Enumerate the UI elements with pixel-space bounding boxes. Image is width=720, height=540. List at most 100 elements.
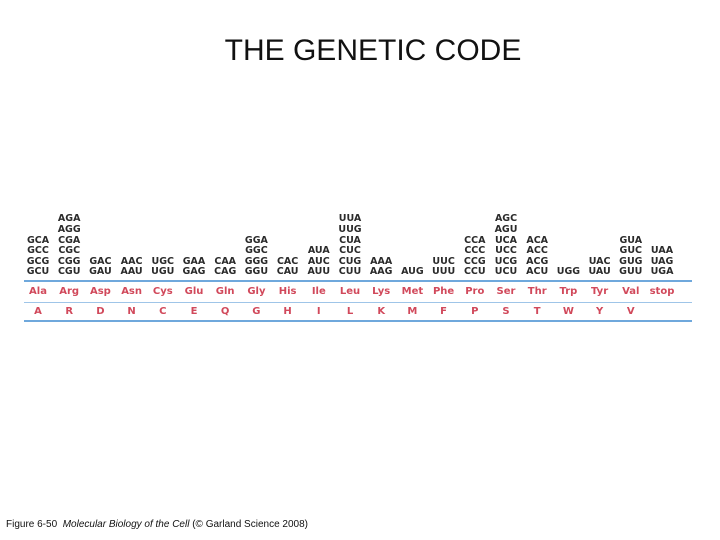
amino-acid-abbreviation: Glu (184, 286, 204, 297)
amino-acid-letter: M (407, 306, 418, 317)
codon: CAA (214, 255, 237, 267)
amino-acid-abbreviation: Ser (496, 286, 516, 297)
codon: CCU (463, 266, 486, 278)
codon: UUG (338, 224, 362, 236)
codon: AUG (401, 266, 424, 278)
amino-acid-abbreviation: Ile (311, 286, 326, 297)
figure-caption: Figure 6-50 Molecular Biology of the Cel… (6, 519, 308, 530)
codon-column: GUA GUC GUG GUU (615, 234, 647, 278)
codon: UAG (650, 255, 674, 267)
amino-acid-abbreviation: Gln (215, 286, 235, 297)
codon-column: UUA UUG CUA CUC CUG CUU (334, 214, 366, 278)
codon: UAA (650, 245, 674, 257)
codon: GUC (619, 245, 643, 257)
codon: GGG (244, 255, 269, 267)
amino-acid-letter: A (34, 306, 42, 317)
codon: CAC (276, 255, 299, 267)
amino-acid-abbreviation: His (278, 286, 297, 297)
codon-column: AUA AUC AUU (303, 246, 335, 278)
codon: AGG (57, 224, 81, 236)
codon-column: UGG (552, 267, 584, 278)
codon: AAC (120, 255, 143, 267)
codon: ACA (526, 234, 549, 246)
codon: GGC (245, 245, 268, 257)
amino-acid-letter: E (190, 306, 198, 317)
codon-column: UUC UUU (428, 255, 460, 278)
codon-column: UAC UAU (584, 255, 616, 278)
codon-column: GCA GCC GCG GCU (22, 234, 54, 278)
amino-acid-abbreviation-row: Ala Arg Asp Asn Cys Glu Gln Gly His Ile Leu Lys Met P… (24, 283, 692, 301)
codon: GGA (244, 234, 268, 246)
codons-row: GCA GCC GCG GCU AGA AGG CGA CGC CGG CGU GAC GAU AAC A… (24, 210, 692, 278)
amino-acid-abbreviation: Tyr (591, 286, 609, 297)
amino-acid-letter: C (159, 306, 167, 317)
amino-acid-letter: I (316, 306, 321, 317)
codon: CGG (57, 255, 81, 267)
amino-acid-abbreviation: Thr (527, 286, 547, 297)
codon: UCU (494, 266, 518, 278)
amino-acid-abbreviation: Pro (465, 286, 485, 297)
amino-acid-letter: Q (220, 306, 230, 317)
codon-column: AGA AGG CGA CGC CGG CGU (53, 214, 85, 278)
codon-column: UAA UAG UGA (646, 246, 678, 278)
genetic-code-table: GCA GCC GCG GCU AGA AGG CGA CGC CGG CGU GAC GAU AAC A… (24, 210, 692, 322)
codon: UUC (432, 255, 455, 267)
codon: UCG (494, 255, 518, 267)
codon: UUA (338, 213, 362, 225)
amino-acid-abbreviation: Cys (152, 286, 173, 297)
amino-acid-abbreviation: Leu (339, 286, 361, 297)
amino-acid-letter: S (502, 306, 510, 317)
amino-acid-letter: T (533, 306, 541, 317)
caption-credit: (© Garland Science 2008) (192, 519, 308, 530)
codon-column: AGC AGU UCA UCC UCG UCU (490, 214, 522, 278)
codon: GUA (619, 234, 643, 246)
codon: CUC (339, 245, 361, 257)
amino-acid-letter: R (65, 306, 74, 317)
codon: CCC (464, 245, 486, 257)
codon: CGU (57, 266, 81, 278)
codon: GCG (26, 255, 50, 267)
codon-column: AUG (396, 267, 428, 278)
table-rule-top (24, 280, 692, 282)
codon: CUA (339, 234, 361, 246)
codon-column: AAA AAG (365, 255, 397, 278)
codon: GUG (619, 255, 643, 267)
page-title: THE GENETIC CODE (224, 34, 522, 67)
codon: UUU (432, 266, 456, 278)
amino-acid-abbreviation: Phe (432, 286, 455, 297)
codon: ACG (526, 255, 549, 267)
codon: AGU (494, 224, 518, 236)
amino-acid-letter: Y (595, 306, 604, 317)
amino-acid-abbreviation: Val (622, 286, 640, 297)
amino-acid-letter: V (626, 306, 635, 317)
codon: UGU (151, 266, 175, 278)
codon-column: GAC GAU (84, 256, 116, 278)
codon: CCA (464, 234, 486, 246)
codon: GCC (27, 245, 49, 257)
codon-column: CAA CAG (209, 255, 241, 278)
codon: GAG (182, 266, 206, 278)
codon: CAU (276, 266, 299, 278)
amino-acid-abbreviation: Arg (59, 286, 80, 297)
amino-acid-letter: L (346, 306, 354, 317)
codon: GAA (182, 255, 206, 267)
codon: GAU (89, 266, 112, 278)
codon: AGC (494, 213, 518, 225)
codon: UGA (650, 266, 674, 278)
codon-column: GAA GAG (178, 255, 210, 278)
caption-book-title: Molecular Biology of the Cell (62, 519, 190, 530)
codon: UAC (588, 255, 611, 267)
amino-acid-abbreviation: Met (401, 286, 424, 297)
codon: GCA (26, 234, 50, 246)
codon: AAU (120, 266, 143, 278)
codon-column: AAC AAU (116, 255, 148, 278)
amino-acid-abbreviation: Ala (29, 286, 47, 297)
codon-column: ACA ACC ACG ACU (521, 234, 553, 278)
codon: CAG (214, 266, 237, 278)
codon: GGU (244, 266, 269, 278)
codon: AUA (307, 245, 330, 257)
codon: UGG (556, 266, 581, 278)
codon: CGA (58, 234, 81, 246)
codon: AAA (370, 255, 393, 267)
